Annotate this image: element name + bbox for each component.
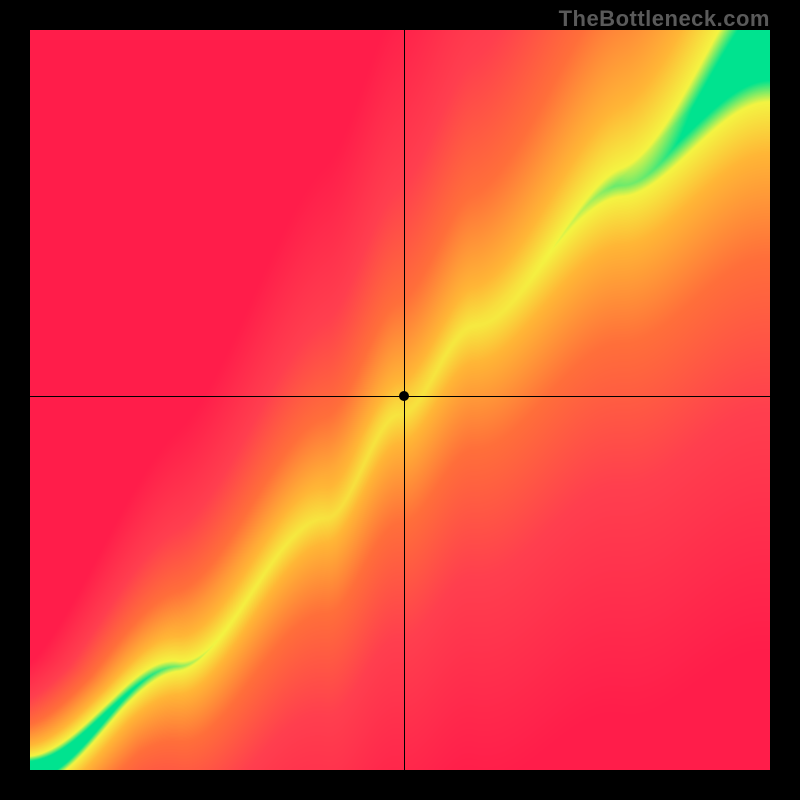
selection-marker	[399, 391, 409, 401]
watermark-text: TheBottleneck.com	[559, 6, 770, 32]
bottleneck-heatmap	[30, 30, 770, 770]
